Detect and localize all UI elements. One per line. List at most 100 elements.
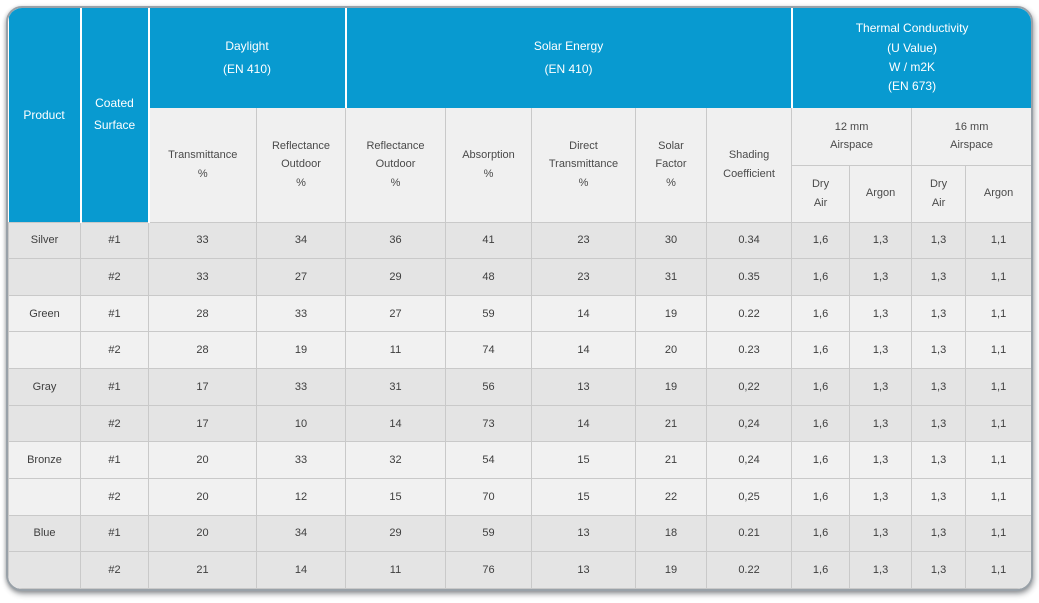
value-cell: 1,3 (911, 258, 967, 296)
value-cell: 1,3 (911, 221, 967, 260)
value-cell: 1,6 (791, 221, 851, 260)
coated-surface-cell: #1 (80, 368, 149, 406)
value-cell: 17 (148, 404, 257, 443)
value-cell: 19 (635, 294, 707, 333)
value-cell: 0.21 (705, 514, 793, 553)
value-cell: 1,6 (791, 441, 851, 479)
coated-surface-cell: #2 (80, 477, 149, 516)
subheader-absorption: Absorption % (445, 108, 532, 223)
value-cell: 1,6 (791, 551, 851, 589)
value-cell: 1,3 (849, 514, 913, 553)
value-cell: 33 (256, 368, 346, 406)
table-row: #2 20 12 15 70 15 22 0,25 1,6 1,3 1,3 1,1 (8, 477, 1031, 516)
product-cell: Silver (8, 221, 81, 260)
value-cell: 0.34 (705, 221, 793, 260)
group-standard: (EN 410) (222, 62, 272, 76)
group-title: Solar Energy (533, 38, 604, 53)
table-row: Blue #1 20 34 29 59 13 18 0.21 1,6 1,3 1,3 1,1 (8, 514, 1031, 553)
value-cell: 23 (531, 258, 636, 296)
value-cell: 33 (256, 294, 346, 333)
value-cell: 11 (345, 331, 446, 370)
value-cell: 1,6 (791, 368, 851, 406)
table-row: Silver #1 33 34 36 41 23 30 0.34 1,6 1,3 1,3 1,1 (8, 221, 1031, 260)
value-cell: 1,1 (965, 477, 1031, 516)
product-cell: Green (8, 294, 81, 333)
value-cell: 27 (256, 258, 346, 296)
value-cell: 1,1 (965, 331, 1031, 370)
value-cell: 13 (531, 551, 636, 589)
value-cell: 18 (635, 514, 707, 553)
product-cell (8, 551, 81, 589)
coated-surface-cell: #1 (80, 514, 149, 553)
table-body: Silver #1 33 34 36 41 23 30 0.34 1,6 1,3 1,3 1,1 #2 33… (8, 221, 1031, 589)
group-unit: W / m2K (889, 60, 936, 74)
value-cell: 36 (345, 221, 446, 260)
value-cell: 0.22 (705, 551, 793, 589)
value-cell: 33 (148, 221, 257, 260)
value-cell: 1,1 (965, 551, 1031, 589)
value-cell: 15 (531, 477, 636, 516)
value-cell: 21 (148, 551, 257, 589)
table-row: Gray #1 17 33 31 56 13 19 0,22 1,6 1,3 1,3 1,1 (8, 368, 1031, 406)
value-cell: 1,3 (911, 441, 967, 479)
value-cell: 32 (345, 441, 446, 479)
value-cell: 0.22 (705, 294, 793, 333)
table-row: #2 33 27 29 48 23 31 0.35 1,6 1,3 1,3 1,1 (8, 258, 1031, 296)
value-cell: 1,3 (849, 294, 913, 333)
value-cell: 34 (256, 221, 346, 260)
value-cell: 13 (531, 514, 636, 553)
coated-surface-cell: #1 (80, 294, 149, 333)
coated-surface-cell: #1 (80, 221, 149, 260)
product-cell: Gray (8, 368, 81, 406)
value-cell: 30 (635, 221, 707, 260)
value-cell: 14 (531, 404, 636, 443)
value-cell: 20 (148, 514, 257, 553)
group-header-daylight: Daylight (EN 410) (148, 8, 347, 108)
value-cell: 14 (345, 404, 446, 443)
product-cell: Bronze (8, 441, 81, 479)
subheader-shading-coefficient: Shading Coefficient (705, 108, 793, 223)
group-header-thermal-conductivity: Thermal Conductivity (U Value) W / m2K (… (791, 8, 1031, 108)
value-cell: 31 (345, 368, 446, 406)
subheader-direct-transmittance: Direct Transmittance % (531, 108, 636, 223)
subheader-12mm-airspace: 12 mm Airspace (791, 108, 913, 166)
value-cell: 1,1 (965, 258, 1031, 296)
product-cell (8, 477, 81, 516)
value-cell: 1,3 (911, 331, 967, 370)
value-cell: 28 (148, 331, 257, 370)
value-cell: 70 (445, 477, 532, 516)
value-cell: 29 (345, 514, 446, 553)
value-cell: 0,24 (705, 441, 793, 479)
value-cell: 28 (148, 294, 257, 333)
subheader-solar-factor: Solar Factor % (635, 108, 707, 223)
spec-table-panel: Product Coated Surface Daylight (EN 410)… (6, 6, 1033, 591)
value-cell: 73 (445, 404, 532, 443)
col-header-coated-surface: Coated Surface (80, 8, 150, 222)
value-cell: 59 (445, 514, 532, 553)
value-cell: 0,22 (705, 368, 793, 406)
value-cell: 11 (345, 551, 446, 589)
subheader-transmittance: Transmittance % (148, 108, 257, 223)
value-cell: 56 (445, 368, 532, 406)
group-subtitle: (U Value) (887, 40, 937, 55)
value-cell: 19 (256, 331, 346, 370)
value-cell: 1,3 (849, 441, 913, 479)
value-cell: 0,25 (705, 477, 793, 516)
value-cell: 14 (531, 294, 636, 333)
value-cell: 76 (445, 551, 532, 589)
value-cell: 1,1 (965, 368, 1031, 406)
subheader-dry-air-12mm: Dry Air (791, 164, 851, 223)
value-cell: 10 (256, 404, 346, 443)
coated-surface-cell: #1 (80, 441, 149, 479)
value-cell: 1,6 (791, 331, 851, 370)
value-cell: 19 (635, 368, 707, 406)
table-row: Bronze #1 20 33 32 54 15 21 0,24 1,6 1,3 1,3 1,1 (8, 441, 1031, 479)
table-row: #2 21 14 11 76 13 19 0.22 1,6 1,3 1,3 1,1 (8, 551, 1031, 589)
value-cell: 0.23 (705, 331, 793, 370)
value-cell: 29 (345, 258, 446, 296)
value-cell: 1,6 (791, 404, 851, 443)
value-cell: 1,3 (911, 368, 967, 406)
value-cell: 1,1 (965, 404, 1031, 443)
value-cell: 48 (445, 258, 532, 296)
glass-spec-table: Product Coated Surface Daylight (EN 410)… (8, 8, 1031, 589)
